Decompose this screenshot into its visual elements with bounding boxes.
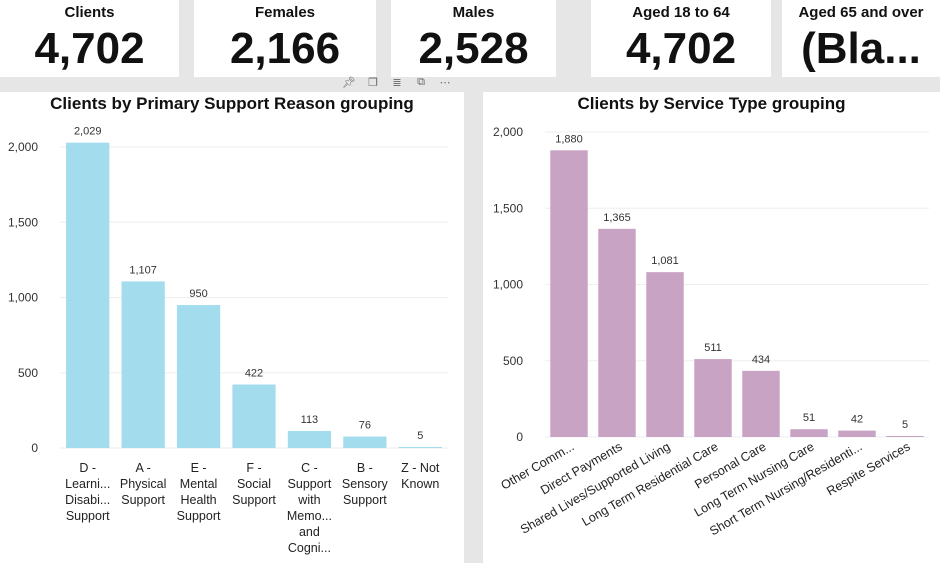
visual-header-toolbar: 📌︎ ❐ ≣ ⧉ ⋯: [342, 74, 452, 90]
data-label: 2,029: [74, 126, 102, 138]
bar[interactable]: [398, 447, 442, 448]
bar[interactable]: [790, 429, 828, 437]
y-tick-label: 2,000: [8, 140, 38, 154]
data-label: 42: [851, 414, 863, 426]
bar[interactable]: [886, 436, 924, 437]
bar[interactable]: [694, 359, 732, 437]
x-tick-label: E -Mental Health Support: [177, 461, 221, 523]
kpi-value: 4,702: [625, 24, 737, 73]
more-options-icon[interactable]: ⋯: [439, 76, 451, 89]
data-label: 422: [245, 367, 263, 379]
kpi-label: Aged 65 and over: [798, 4, 924, 21]
kpi-card-aged-65-and-over[interactable]: Aged 65 and over (Bla...: [782, 0, 940, 77]
bar[interactable]: [232, 384, 276, 448]
x-tick-label: F -Social Support: [232, 461, 276, 507]
y-tick-label: 0: [516, 430, 523, 444]
bar[interactable]: [176, 305, 221, 448]
y-tick-label: 1,500: [493, 201, 523, 215]
kpi-value: 2,528: [418, 24, 529, 73]
data-label: 511: [704, 342, 722, 354]
data-label: 1,880: [555, 133, 583, 145]
data-label: 5: [902, 419, 908, 431]
bar[interactable]: [343, 436, 387, 448]
data-label: 950: [189, 288, 207, 300]
data-label: 434: [752, 354, 770, 366]
kpi-label: Females: [254, 4, 316, 21]
x-tick-label: D -Learni... Disabi... Support: [65, 461, 110, 523]
data-label: 113: [301, 414, 319, 426]
kpi-card-clients[interactable]: Clients 4,702: [0, 0, 179, 77]
bar[interactable]: [66, 142, 110, 448]
x-tick-label: A -Physical Support: [120, 461, 167, 507]
data-label: 1,365: [603, 212, 631, 224]
chart-service-type[interactable]: Clients by Service Type grouping 0 500 1,0…: [483, 92, 940, 563]
chart-primary-support-reason[interactable]: Clients by Primary Support Reason groupi…: [0, 92, 464, 563]
bar[interactable]: [287, 430, 332, 448]
filter-icon[interactable]: ≣: [392, 76, 402, 89]
y-tick-label: 1,000: [493, 278, 523, 292]
kpi-label: Aged 18 to 64: [632, 4, 730, 21]
focus-mode-icon[interactable]: ⧉: [417, 75, 425, 88]
data-label: 5: [417, 430, 423, 442]
bar[interactable]: [598, 228, 636, 437]
y-tick-label: 500: [503, 354, 523, 368]
data-label: 76: [359, 420, 371, 432]
x-tick-label: B -Sensory Support: [342, 461, 389, 507]
kpi-value: 2,166: [229, 24, 341, 73]
data-label: 51: [803, 412, 815, 424]
chart-title: Clients by Primary Support Reason groupi…: [50, 94, 414, 113]
bar[interactable]: [838, 430, 876, 437]
bar[interactable]: [550, 150, 588, 438]
x-tick-label: Respite Services: [824, 439, 912, 498]
bar[interactable]: [646, 272, 684, 437]
kpi-card-aged-18-to-64[interactable]: Aged 18 to 64 4,702: [591, 0, 771, 77]
y-tick-label: 2,000: [493, 125, 523, 139]
kpi-card-females[interactable]: Females 2,166: [194, 0, 376, 77]
data-label: 1,107: [129, 264, 157, 276]
y-tick-label: 500: [18, 366, 38, 380]
kpi-label: Males: [452, 4, 495, 21]
kpi-label: Clients: [64, 4, 115, 21]
y-tick-label: 0: [31, 441, 38, 455]
bar[interactable]: [121, 281, 165, 448]
bar-chart-svg: 0 500 1,000 1,500 2,000 2,029 D -Learni... Disa…: [8, 126, 448, 555]
x-tick-label: C -Support with Memo... and Cogni...: [287, 461, 332, 555]
bar[interactable]: [742, 370, 780, 437]
kpi-card-males[interactable]: Males 2,528: [391, 0, 556, 77]
chart-title: Clients by Service Type grouping: [577, 94, 846, 113]
data-label: 1,081: [651, 255, 679, 267]
y-tick-label: 1,000: [8, 291, 38, 305]
pin-icon[interactable]: 📌︎: [342, 76, 356, 89]
kpi-value: (Bla...: [801, 24, 921, 73]
y-tick-label: 1,500: [8, 215, 38, 229]
copy-icon[interactable]: ❐: [368, 76, 378, 89]
x-tick-label: Z - Not Known: [401, 461, 440, 491]
kpi-value: 4,702: [34, 24, 145, 73]
